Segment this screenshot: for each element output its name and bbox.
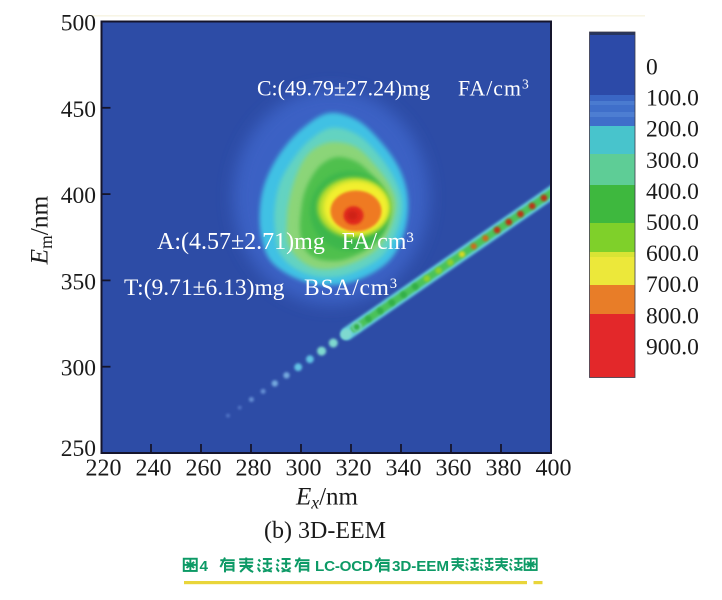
- svg-text:Ex/nm: Ex/nm: [295, 484, 359, 513]
- svg-text:T:(9.71±6.13)mg: T:(9.71±6.13)mg: [124, 275, 285, 301]
- svg-text:220: 220: [86, 456, 122, 482]
- svg-text:300: 300: [61, 356, 96, 382]
- svg-text:3D-EEM: 3D-EEM: [392, 558, 449, 575]
- svg-text:0: 0: [646, 55, 658, 81]
- svg-text:BSA/cm3: BSA/cm3: [304, 275, 397, 301]
- svg-text:240: 240: [136, 456, 172, 482]
- svg-text:4: 4: [200, 558, 209, 575]
- svg-text:300.0: 300.0: [646, 148, 699, 174]
- svg-text:C:(49.79±27.24)mg: C:(49.79±27.24)mg: [257, 77, 430, 101]
- svg-text:280: 280: [236, 456, 272, 482]
- svg-text:350: 350: [61, 269, 96, 295]
- svg-text:Em/nm: Em/nm: [25, 195, 57, 265]
- svg-text:450: 450: [61, 97, 96, 123]
- svg-text:(b) 3D-EEM: (b) 3D-EEM: [264, 518, 386, 544]
- svg-text:700.0: 700.0: [646, 272, 699, 298]
- svg-text:LC-OCD: LC-OCD: [315, 558, 373, 575]
- svg-text:FA/cm3: FA/cm3: [458, 77, 529, 101]
- svg-text:500.0: 500.0: [646, 210, 699, 236]
- svg-text:FA/cm3: FA/cm3: [342, 229, 414, 255]
- svg-text:500: 500: [61, 11, 96, 37]
- svg-text:380: 380: [486, 456, 522, 482]
- svg-text:340: 340: [386, 456, 422, 482]
- svg-text:200.0: 200.0: [646, 117, 699, 143]
- svg-text:100.0: 100.0: [646, 86, 699, 112]
- svg-text:A:(4.57±2.71)mg: A:(4.57±2.71)mg: [157, 229, 325, 255]
- svg-text:320: 320: [336, 456, 372, 482]
- svg-text:900.0: 900.0: [646, 334, 699, 360]
- svg-text:250: 250: [61, 436, 96, 462]
- svg-text:400: 400: [536, 456, 572, 482]
- svg-text:400.0: 400.0: [646, 179, 699, 205]
- svg-text:360: 360: [436, 456, 472, 482]
- svg-text:800.0: 800.0: [646, 303, 699, 329]
- svg-text:260: 260: [186, 456, 222, 482]
- svg-text:300: 300: [286, 456, 322, 482]
- svg-text:400: 400: [61, 183, 96, 209]
- svg-text:600.0: 600.0: [646, 241, 699, 267]
